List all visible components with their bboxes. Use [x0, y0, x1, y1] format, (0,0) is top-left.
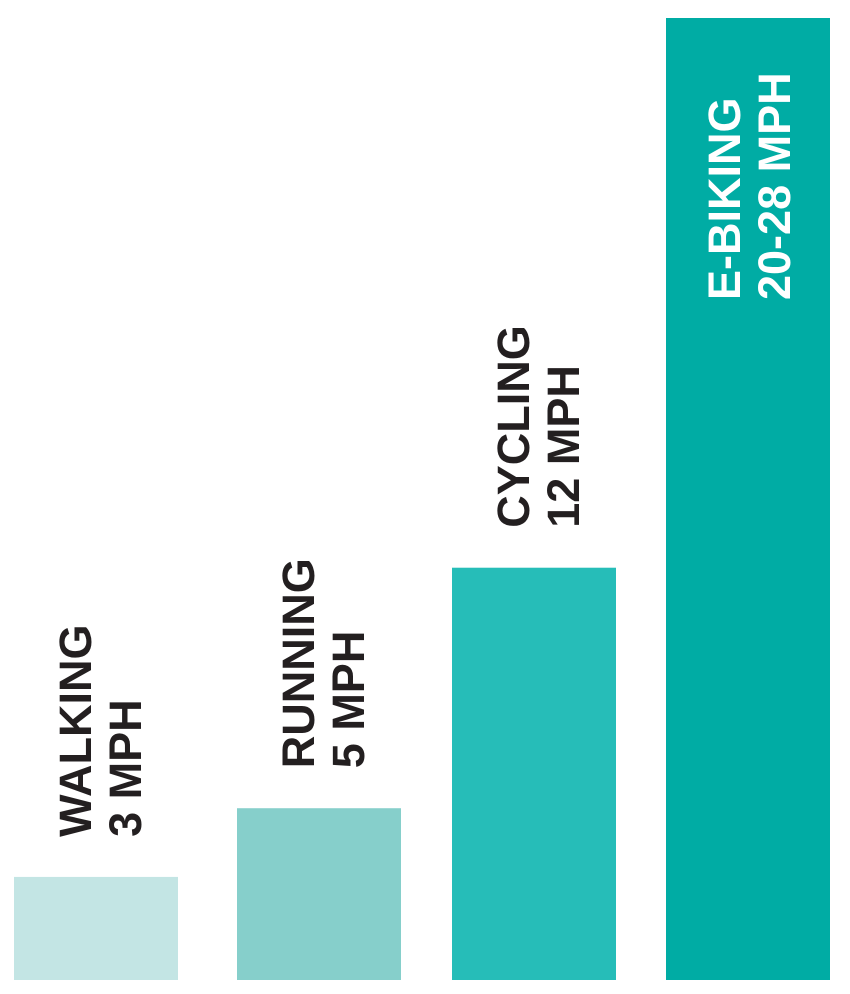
- value-label: 3 MPH: [100, 699, 151, 837]
- bar-cycling: [452, 567, 616, 980]
- value-label: 20-28 MPH: [749, 72, 800, 300]
- bar-e-biking: [666, 18, 830, 980]
- bar-walking: [14, 876, 178, 980]
- category-label: WALKING: [50, 624, 101, 836]
- category-label: CYCLING: [488, 325, 539, 528]
- bar-running: [237, 808, 401, 980]
- category-label: E-BIKING: [699, 98, 750, 301]
- value-label: 12 MPH: [538, 365, 589, 528]
- value-label: 5 MPH: [323, 631, 374, 769]
- category-label: RUNNING: [273, 558, 324, 768]
